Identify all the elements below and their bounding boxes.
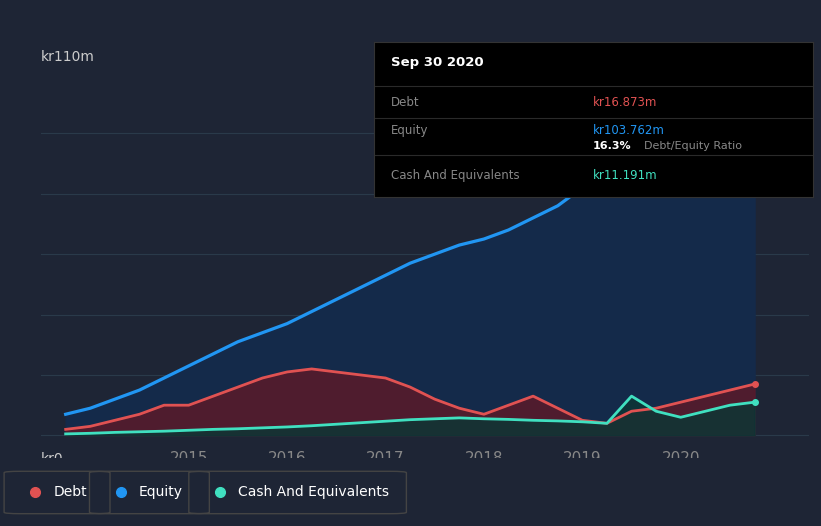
Text: Equity: Equity	[391, 124, 429, 137]
Text: Sep 30 2020: Sep 30 2020	[391, 56, 484, 69]
Text: kr103.762m: kr103.762m	[594, 124, 665, 137]
Text: 16.3%: 16.3%	[594, 141, 632, 151]
Text: Debt: Debt	[391, 96, 420, 109]
Text: Debt/Equity Ratio: Debt/Equity Ratio	[644, 141, 741, 151]
Text: Debt: Debt	[53, 485, 87, 499]
Text: Cash And Equivalents: Cash And Equivalents	[391, 169, 520, 182]
Text: kr0: kr0	[41, 452, 64, 466]
Text: Equity: Equity	[139, 485, 183, 499]
Text: Cash And Equivalents: Cash And Equivalents	[238, 485, 389, 499]
Text: kr11.191m: kr11.191m	[594, 169, 658, 182]
Text: kr110m: kr110m	[41, 50, 95, 64]
Text: kr16.873m: kr16.873m	[594, 96, 658, 109]
